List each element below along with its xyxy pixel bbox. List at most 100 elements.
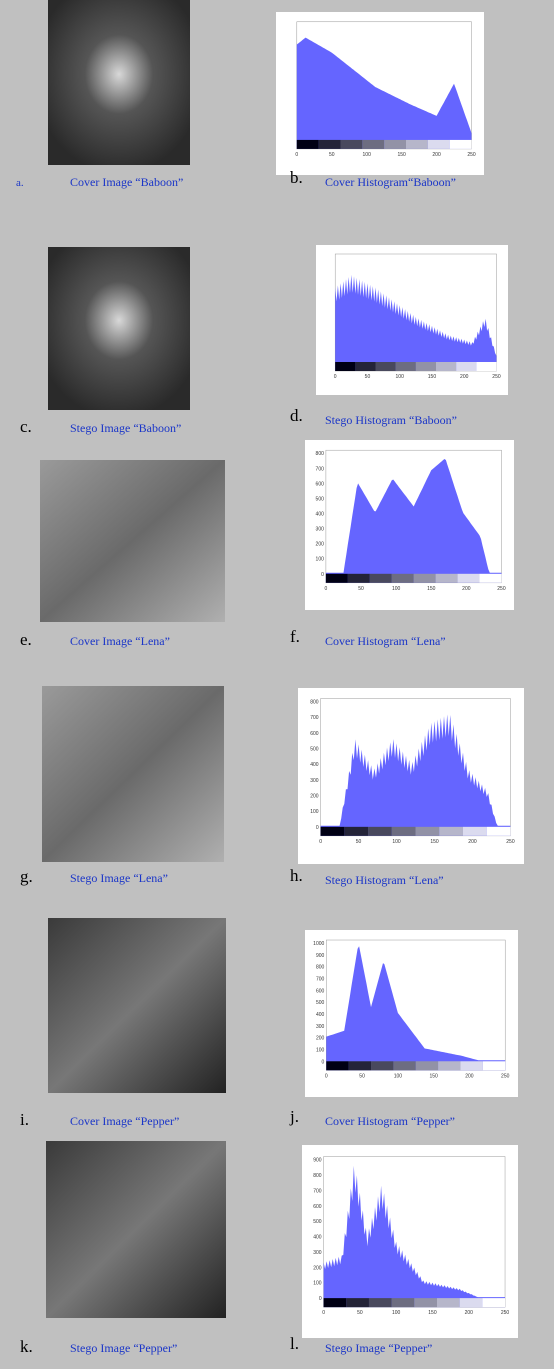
x-tick-label: 150	[428, 1310, 437, 1316]
y-tick-label: 700	[310, 715, 319, 721]
x-tick-label: 250	[501, 1073, 510, 1079]
x-tick-label: 0	[322, 1310, 325, 1316]
x-tick-label: 200	[465, 1073, 474, 1079]
y-tick-label: 100	[316, 557, 325, 563]
image	[40, 460, 225, 622]
histogram-area	[325, 459, 502, 583]
x-tick-label: 50	[329, 152, 335, 158]
y-tick-label: 0	[316, 825, 319, 831]
intensity-strip	[375, 362, 396, 371]
histogram-label: d.	[290, 406, 303, 425]
intensity-strip	[368, 826, 392, 836]
intensity-strip	[369, 573, 392, 583]
intensity-strip	[296, 139, 319, 149]
image	[48, 918, 226, 1093]
intensity-strip	[439, 826, 463, 836]
x-tick-label: 150	[430, 839, 439, 845]
histogram-area	[335, 274, 497, 371]
intensity-strip	[362, 139, 385, 149]
intensity-strip	[415, 826, 440, 836]
intensity-strip	[427, 139, 450, 149]
image	[48, 247, 190, 410]
image-label: k.	[20, 1337, 33, 1356]
histogram-frame	[305, 930, 518, 1097]
y-tick-label: 200	[316, 542, 325, 548]
intensity-strip	[413, 573, 436, 583]
x-tick-label: 150	[427, 586, 436, 592]
intensity-strip	[384, 139, 406, 149]
intensity-strip	[395, 362, 416, 371]
intensity-strip	[393, 1061, 416, 1071]
x-tick-label: 50	[358, 586, 364, 592]
y-tick-label: 100	[313, 1281, 322, 1287]
y-tick-label: 800	[316, 965, 325, 971]
histogram-caption: Stego Histogram “Lena”	[325, 873, 444, 887]
x-tick-label: 250	[501, 1310, 510, 1316]
y-tick-label: 300	[310, 778, 319, 784]
intensity-strip	[435, 573, 458, 583]
intensity-strip	[347, 573, 370, 583]
image-caption: Cover Image “Lena”	[70, 634, 170, 648]
x-tick-label: 50	[359, 1073, 365, 1079]
x-tick-label: 200	[460, 374, 469, 380]
y-tick-label: 900	[313, 1158, 322, 1164]
histogram-area	[296, 37, 472, 149]
y-tick-label: 300	[313, 1250, 322, 1256]
y-tick-label: 0	[321, 572, 324, 578]
intensity-strip	[460, 1061, 483, 1071]
intensity-strip	[462, 826, 487, 836]
y-tick-label: 0	[319, 1296, 322, 1302]
histogram-area	[320, 714, 511, 836]
y-tick-label: 400	[310, 762, 319, 768]
image-label: i.	[20, 1110, 29, 1129]
y-tick-label: 500	[316, 1000, 325, 1006]
y-tick-label: 600	[310, 731, 319, 737]
image-caption: Stego Image “Baboon”	[70, 421, 181, 435]
intensity-strip	[346, 1298, 369, 1308]
y-tick-label: 400	[313, 1235, 322, 1241]
intensity-strip	[391, 826, 416, 836]
intensity-strip	[438, 1061, 461, 1071]
x-tick-label: 50	[365, 374, 371, 380]
intensity-strip	[355, 362, 376, 371]
intensity-strip	[414, 1298, 437, 1308]
x-tick-label: 0	[334, 374, 337, 380]
y-tick-label: 600	[316, 481, 325, 487]
x-tick-label: 150	[397, 152, 406, 158]
histogram-area	[323, 1165, 506, 1308]
x-tick-label: 250	[467, 152, 476, 158]
histogram-area	[326, 946, 506, 1071]
y-tick-label: 800	[313, 1173, 322, 1179]
intensity-strip	[479, 573, 502, 583]
image	[48, 0, 190, 165]
histogram-label: h.	[290, 866, 303, 885]
intensity-strip	[406, 139, 428, 149]
image-caption: Cover Image “Baboon”	[70, 175, 183, 189]
x-tick-label: 250	[492, 374, 501, 380]
intensity-strip	[391, 1298, 415, 1308]
histogram-caption: Stego Image “Pepper”	[325, 1341, 432, 1355]
x-tick-label: 50	[357, 1310, 363, 1316]
y-tick-label: 500	[316, 496, 325, 502]
y-tick-label: 400	[316, 1012, 325, 1018]
x-tick-label: 0	[319, 839, 322, 845]
image-label: e.	[20, 630, 32, 649]
intensity-strip	[415, 1061, 439, 1071]
x-tick-label: 200	[432, 152, 441, 158]
intensity-strip	[368, 1298, 392, 1308]
y-tick-label: 200	[310, 794, 319, 800]
y-tick-label: 700	[313, 1188, 322, 1194]
image-label: a.	[16, 177, 24, 189]
x-tick-label: 200	[462, 586, 471, 592]
y-tick-label: 500	[313, 1219, 322, 1225]
x-tick-label: 100	[392, 586, 401, 592]
intensity-strip	[320, 826, 345, 836]
intensity-strip	[482, 1298, 506, 1308]
intensity-strip	[449, 139, 472, 149]
y-tick-label: 1000	[313, 941, 324, 947]
intensity-strip	[476, 362, 497, 371]
histogram-frame	[302, 1145, 518, 1338]
intensity-strip	[457, 573, 480, 583]
image	[46, 1141, 226, 1318]
y-tick-label: 600	[313, 1204, 322, 1210]
